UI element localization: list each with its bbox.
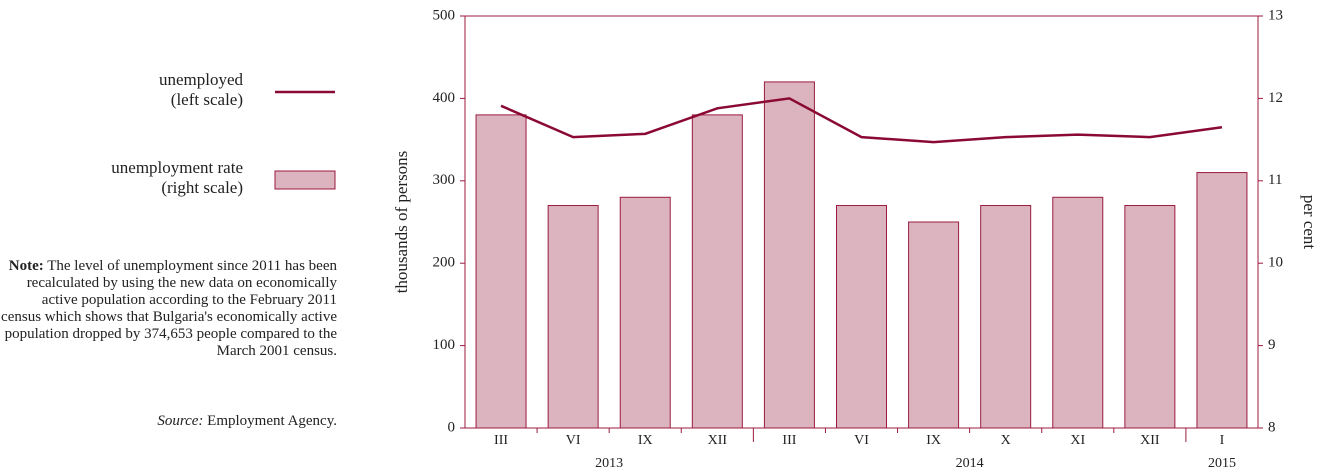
y-tick-label: 400 (433, 90, 456, 106)
bar (763, 81, 815, 429)
y-tick-label: 0 (448, 419, 456, 435)
bar (836, 205, 887, 429)
source: Source: Employment Agency. (0, 413, 337, 430)
bar (619, 196, 671, 429)
y-tick-label: 100 (433, 337, 456, 353)
x-group-label: 2014 (956, 456, 984, 471)
legend-label: unemployment rate (111, 158, 243, 177)
y-tick-label: 500 (433, 7, 456, 23)
y2-tick-label: 11 (1268, 172, 1282, 188)
x-group-label: 2015 (1208, 456, 1236, 471)
x-tick-label: IX (926, 433, 941, 448)
source-text: Employment Agency. (207, 413, 337, 429)
x-tick-label: VI (566, 433, 581, 448)
bar (908, 221, 960, 429)
x-tick-label: III (782, 433, 796, 448)
x-tick-label: XI (1070, 433, 1085, 448)
y-tick-label: 200 (433, 255, 456, 271)
line (500, 97, 1223, 144)
note-text: The level of unemployment since 2011 has… (1, 258, 337, 359)
bar (547, 205, 599, 429)
x-tick-label: VI (854, 433, 869, 448)
y2-tick-label: 8 (1268, 419, 1276, 435)
y-tick-label: 300 (433, 172, 456, 188)
legend-bar (274, 170, 336, 190)
bar (980, 205, 1032, 429)
x-tick-label: I (1220, 433, 1225, 448)
legend-scale: (left scale) (171, 90, 243, 109)
x-tick-label: XII (708, 433, 728, 448)
legend-scale: (right scale) (161, 178, 243, 197)
y2-tick-label: 10 (1268, 255, 1283, 271)
bar (475, 114, 527, 429)
y2-tick-label: 13 (1268, 7, 1283, 23)
note: Note: The level of unemployment since 20… (0, 258, 337, 360)
legend-label: unemployed (159, 70, 244, 89)
x-tick-label: IX (638, 433, 653, 448)
bar (1124, 205, 1176, 429)
y-axis-title: thousands of persons (392, 151, 411, 294)
y2-tick-label: 9 (1268, 337, 1276, 353)
bar (1052, 196, 1104, 429)
x-tick-label: X (1001, 433, 1011, 448)
bar (1196, 172, 1248, 429)
y2-tick-label: 12 (1268, 90, 1283, 106)
x-tick-label: III (494, 433, 508, 448)
x-group-label: 2013 (595, 456, 623, 471)
source-label: Source: (157, 413, 204, 429)
y2-axis-title: per cent (1300, 195, 1319, 250)
bar (691, 114, 743, 429)
x-tick-label: XII (1140, 433, 1160, 448)
note-label: Note: (8, 258, 44, 274)
